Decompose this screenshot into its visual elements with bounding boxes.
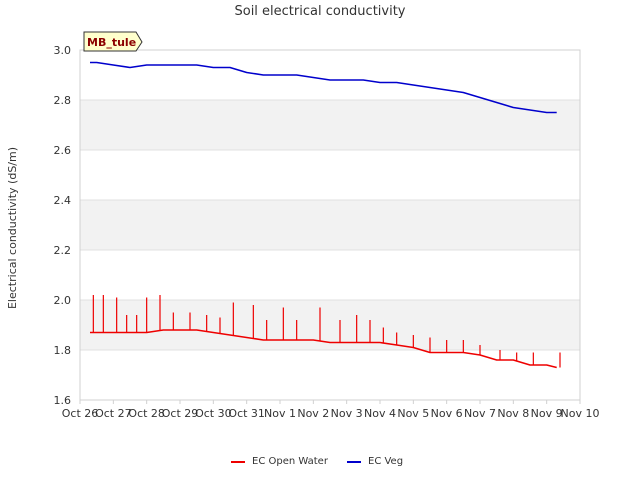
- legend-label-ec-open-water: EC Open Water: [252, 456, 329, 467]
- site-badge-box: [83, 31, 143, 52]
- plot-border: [79, 49, 581, 401]
- legend-item-ec-open-water: EC Open Water: [231, 456, 329, 467]
- y-tick-label: 1.6: [54, 394, 72, 407]
- plot-band: [80, 300, 580, 350]
- y-tick-label: 2.2: [54, 244, 72, 257]
- x-tick-label: Oct 30: [195, 407, 232, 420]
- x-tick-label: Nov 10: [561, 407, 600, 420]
- y-tick-label: 3.0: [54, 44, 72, 57]
- chart-title: Soil electrical conductivity: [234, 4, 405, 19]
- series-line-ec-veg: [90, 61, 557, 114]
- x-tick-label: Nov 1: [264, 407, 296, 420]
- x-tick-label: Nov 9: [531, 407, 563, 420]
- x-tick-label: Oct 27: [95, 407, 132, 420]
- x-tick-label: Oct 29: [162, 407, 199, 420]
- y-tick-label: 2.4: [54, 194, 72, 207]
- y-axis-label: Electrical conductivity (dS/m): [6, 147, 19, 309]
- x-tick-label: Nov 7: [464, 407, 496, 420]
- x-tick-label: Oct 26: [62, 407, 99, 420]
- y-tick-label: 1.8: [54, 344, 72, 357]
- x-tick-label: Nov 6: [431, 407, 463, 420]
- x-tick-label: Oct 28: [128, 407, 165, 420]
- x-tick-label: Nov 3: [331, 407, 363, 420]
- legend-label-ec-veg: EC Veg: [368, 456, 403, 467]
- x-tick-label: Nov 5: [397, 407, 429, 420]
- site-badge-label: MB_tule: [87, 36, 136, 49]
- site-badge: MB_tule: [83, 31, 143, 52]
- x-tick-label: Nov 2: [297, 407, 329, 420]
- plot-bands: [80, 100, 580, 350]
- plot-band: [80, 100, 580, 150]
- y-tick-label: 2.0: [54, 294, 72, 307]
- series-layer: [90, 61, 561, 369]
- x-tick-label: Nov 4: [364, 407, 396, 420]
- legend-item-ec-veg: EC Veg: [347, 456, 403, 467]
- plot-band: [80, 200, 580, 250]
- y-axis-ticks: 1.6 1.8 2.0 2.2 2.4 2.6 2.8 3.0: [54, 44, 72, 407]
- x-tick-label: Oct 31: [228, 407, 265, 420]
- series-line-ec-open-water: [90, 329, 557, 369]
- x-tick-label: Nov 8: [497, 407, 529, 420]
- legend: EC Open Water EC Veg: [231, 456, 403, 467]
- y-tick-label: 2.8: [54, 94, 72, 107]
- y-tick-label: 2.6: [54, 144, 72, 157]
